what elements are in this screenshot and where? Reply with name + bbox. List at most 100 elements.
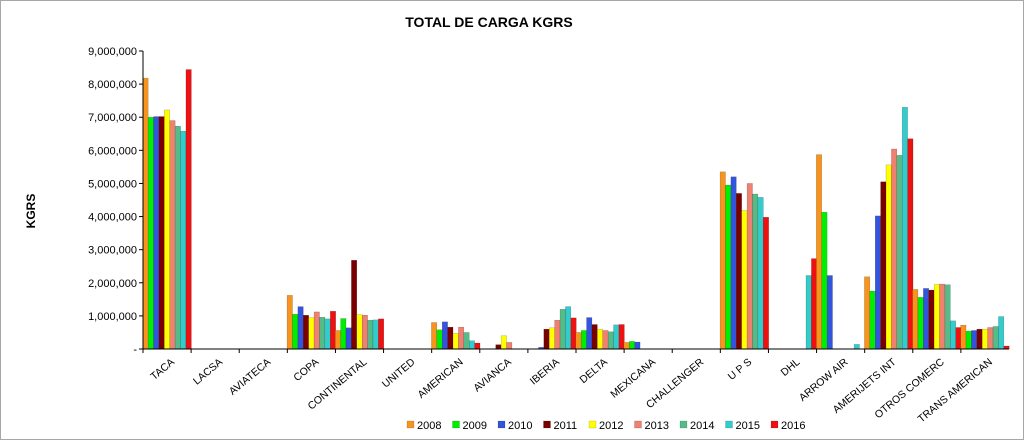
bar-2013-avianca — [506, 342, 513, 350]
bar-2013-iberia — [554, 319, 561, 350]
legend-swatch-2016 — [770, 420, 779, 429]
bar-2015-amerijets-int — [902, 107, 908, 350]
bar-2011-u-p-s — [736, 193, 742, 350]
bar-2016-iberia — [570, 317, 577, 350]
bar-2012-u-p-s — [741, 210, 748, 350]
bar-2016-amerijets-int — [907, 138, 914, 350]
bar-2008-delta — [575, 332, 582, 350]
bar-2011-otros-comerc — [928, 289, 935, 350]
bar-2013-taca — [169, 120, 176, 350]
legend-label-2014: 2014 — [690, 420, 714, 432]
bar-2013-amerijets-int — [891, 148, 898, 350]
bar-2015-iberia — [565, 306, 572, 350]
bar-2015-otros-comerc — [950, 320, 956, 350]
bar-2013-copa — [313, 311, 320, 350]
legend-label-2016: 2016 — [781, 420, 805, 432]
x-tick-label: DHL — [779, 356, 803, 379]
y-tick-label: 1,000,000 — [88, 311, 137, 323]
x-tick-label: LACSA — [191, 356, 225, 387]
bar-2016-delta — [618, 324, 625, 350]
bar-2011-amerijets-int — [880, 181, 887, 350]
y-tick-label: 8,000,000 — [88, 79, 137, 91]
y-tick-label: 9,000,000 — [88, 46, 137, 58]
bar-2013-delta — [602, 330, 609, 350]
bar-2012-iberia — [549, 327, 555, 350]
y-tick-label: 7,000,000 — [88, 112, 137, 124]
bar-2015-trans-american — [998, 316, 1005, 350]
bar-2008-trans-american — [960, 324, 967, 350]
y-tick-label: 6,000,000 — [88, 145, 137, 157]
bar-2016-taca — [185, 69, 192, 350]
y-axis-ticks: - 1,000,000 2,000,000 3,000,000 4,000,000 5,0… — [88, 46, 143, 356]
bar-2009-american — [436, 329, 443, 350]
bar-2009-delta — [580, 330, 587, 350]
legend-swatch-2010 — [497, 420, 506, 429]
bar-2015-dhl — [805, 275, 812, 350]
x-tick-label: AVIATECA — [227, 356, 273, 398]
legend-swatch-2014 — [679, 420, 688, 429]
x-tick-label: AVIANCA — [471, 356, 513, 394]
bar-2011-american — [447, 326, 454, 350]
x-tick-label: COPA — [291, 356, 321, 384]
x-tick-label: DELTA — [578, 356, 610, 386]
bar-2008-american — [431, 322, 438, 350]
legend-swatch-2009 — [452, 420, 460, 429]
bar-2012-trans-american — [982, 328, 988, 350]
bar-2012-otros-comerc — [933, 284, 940, 350]
bar-2014-otros-comerc — [944, 284, 951, 350]
bar-2010-trans-american — [971, 330, 978, 350]
y-tick-label: 4,000,000 — [88, 212, 137, 224]
bar-2010-arrow-air — [826, 275, 833, 350]
bar-2013-continental — [362, 315, 368, 350]
y-tick-label: - — [133, 344, 137, 356]
bar-2016-otros-comerc — [955, 327, 962, 350]
x-tick-label: MEXICANA — [608, 356, 658, 400]
legend-swatch-2011 — [543, 420, 551, 429]
bar-2008-u-p-s — [719, 171, 726, 350]
x-tick-label: U P S — [726, 356, 755, 383]
bar-2009-amerijets-int — [869, 290, 876, 350]
x-tick-label: IBERIA — [528, 356, 562, 387]
bar-2011-trans-american — [976, 328, 983, 350]
bar-2013-trans-american — [987, 327, 994, 350]
bar-2008-arrow-air — [816, 154, 822, 350]
legend-swatch-2013 — [634, 420, 642, 429]
legend-label-2011: 2011 — [554, 420, 578, 432]
legend-label-2010: 2010 — [508, 420, 532, 432]
x-tick-label: AMERICAN — [415, 356, 465, 401]
bar-2010-copa — [297, 306, 304, 350]
bar-2014-trans-american — [992, 326, 999, 350]
legend-swatch-2008 — [406, 420, 415, 429]
bar-2009-taca — [147, 117, 154, 350]
y-tick-label: 2,000,000 — [88, 278, 137, 290]
bar-2013-otros-comerc — [939, 283, 946, 350]
bar-2012-american — [452, 333, 459, 350]
legend-label-2015: 2015 — [736, 420, 760, 432]
legend-swatch-2015 — [725, 420, 733, 429]
legend-swatch-2012 — [588, 420, 597, 429]
bar-2010-american — [442, 321, 448, 350]
bar-2016-continental — [378, 318, 384, 350]
bar-2010-u-p-s — [730, 176, 737, 350]
bar-2014-delta — [607, 331, 614, 350]
y-tick-label: 5,000,000 — [88, 178, 137, 190]
bar-2015-copa — [324, 318, 331, 350]
bar-2015-continental — [372, 319, 379, 350]
bar-2010-mexicana — [634, 341, 641, 350]
bar-2014-iberia — [559, 309, 566, 350]
bar-2015-delta — [613, 324, 620, 350]
bar-2012-amerijets-int — [885, 164, 892, 350]
bar-2014-copa — [319, 317, 326, 350]
bar-2015-american — [469, 340, 475, 350]
bar-2014-amerijets-int — [896, 155, 903, 350]
legend: 2008 2009 2010 2011 2012 2013 2014 2015 2016 — [406, 420, 805, 432]
bar-2014-u-p-s — [752, 193, 759, 350]
bar-2008-taca — [142, 77, 149, 350]
bars — [142, 69, 1010, 350]
bar-2012-copa — [308, 317, 315, 350]
bar-2010-continental — [345, 327, 352, 350]
bar-2010-otros-comerc — [923, 288, 929, 350]
